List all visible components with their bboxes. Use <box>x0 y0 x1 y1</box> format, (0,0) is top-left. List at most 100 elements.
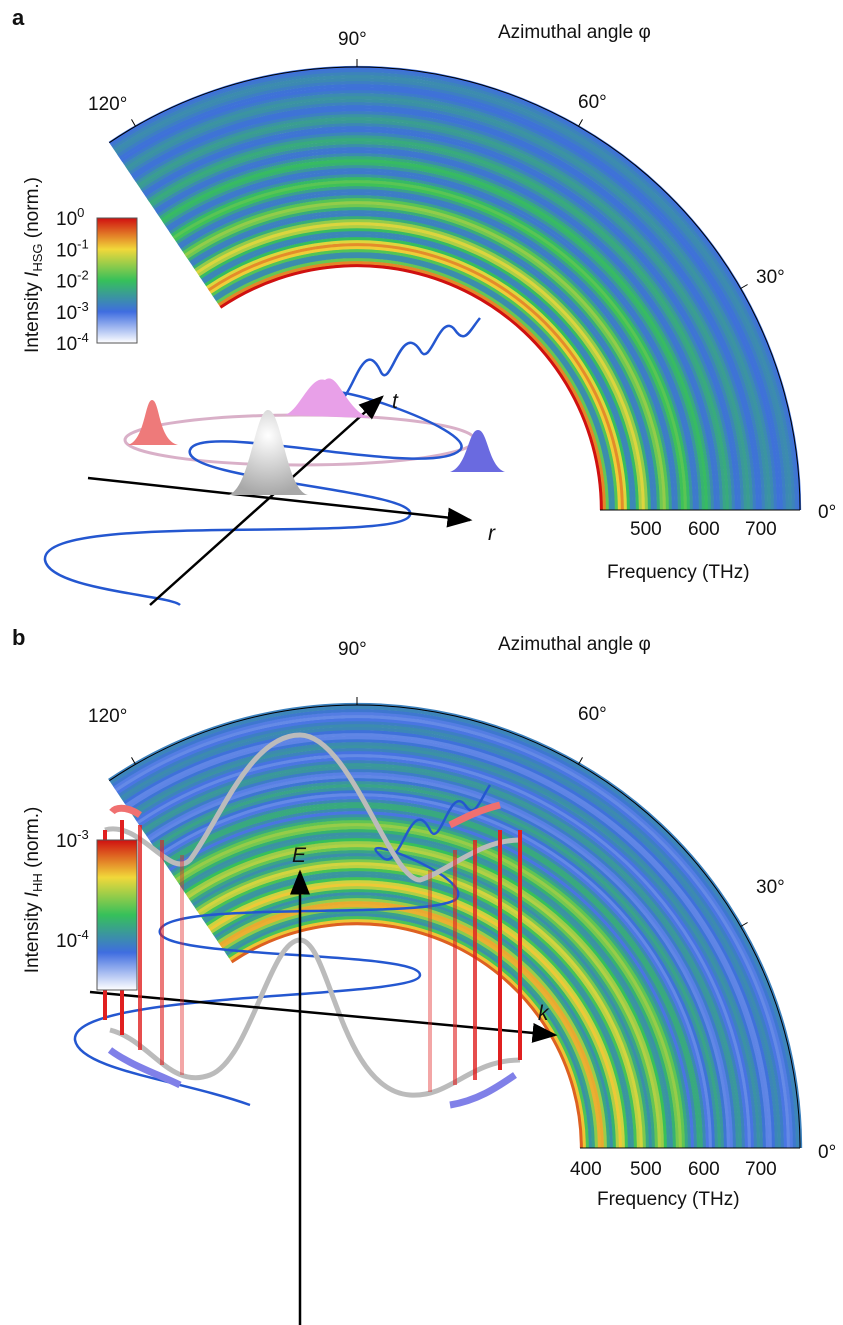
ring <box>214 254 613 511</box>
colorbar-tick: 10-3 <box>56 299 89 324</box>
tick-exp: 0 <box>77 205 84 220</box>
cbar-sub: HH <box>30 873 45 892</box>
ring <box>158 155 712 511</box>
ring <box>182 197 670 511</box>
tick-base: 10 <box>56 334 77 355</box>
ring <box>120 86 781 511</box>
ring <box>153 783 722 1149</box>
ring <box>195 221 646 511</box>
ring <box>141 762 743 1149</box>
freq-tick: 500 <box>630 519 662 540</box>
axis-label: t <box>392 390 399 413</box>
ring <box>193 855 650 1149</box>
ring <box>158 792 713 1149</box>
ring <box>175 185 682 511</box>
ring <box>200 867 638 1149</box>
ring <box>227 915 590 1149</box>
ring <box>135 113 754 511</box>
ring <box>138 756 749 1149</box>
angle-tick <box>740 922 748 927</box>
cbar-prefix: Intensity <box>22 897 43 973</box>
ring <box>179 191 676 511</box>
ring <box>139 759 746 1149</box>
colorbar-tick: 100 <box>56 205 84 230</box>
freq-tick: 600 <box>688 1159 720 1180</box>
tick-exp: -3 <box>77 827 89 842</box>
ring <box>110 68 799 511</box>
ring <box>155 149 718 511</box>
colorbar-title: Intensity IHSG (norm.) <box>22 177 45 353</box>
ring <box>185 203 664 511</box>
angle-label: 90° <box>338 639 367 660</box>
ring <box>189 209 658 511</box>
axis-label: k <box>538 1002 550 1025</box>
ring <box>124 732 773 1149</box>
freq-tick: 700 <box>745 1159 777 1180</box>
ring <box>217 260 607 511</box>
colorbar-tick: 10-4 <box>56 330 89 355</box>
ring <box>127 98 769 511</box>
ring <box>116 80 787 511</box>
colorbar-tick: 10-3 <box>56 827 89 852</box>
polar-maps <box>108 59 803 1149</box>
ring <box>160 158 709 511</box>
ring <box>128 738 767 1149</box>
ring <box>113 74 793 511</box>
ring <box>170 813 692 1149</box>
ring <box>191 852 653 1149</box>
angle-label: 120° <box>88 706 127 727</box>
angle-title: Azimuthal angle φ <box>498 22 651 43</box>
colorbar-ticks: 10-310-4 <box>56 827 89 952</box>
ring <box>152 143 724 511</box>
freq-tick: 600 <box>688 519 720 540</box>
ring <box>125 95 772 511</box>
ring <box>118 720 785 1149</box>
ring <box>222 906 599 1149</box>
ring <box>223 909 596 1149</box>
ring <box>194 218 649 511</box>
ring <box>167 170 697 511</box>
ring <box>210 248 619 511</box>
ring <box>121 726 779 1149</box>
angle-label: 0° <box>818 502 836 523</box>
ring <box>176 825 680 1149</box>
ring <box>132 107 760 511</box>
angle-label: 0° <box>818 1142 836 1163</box>
ring <box>134 750 755 1149</box>
ring <box>181 834 671 1149</box>
angle-label: 90° <box>338 29 367 50</box>
tick-base: 10 <box>56 272 77 293</box>
angle-label: 60° <box>578 704 607 725</box>
ring <box>220 903 602 1149</box>
ring <box>145 131 736 511</box>
panel-label: a <box>12 5 25 30</box>
cbar-sub: HSG <box>30 244 45 272</box>
tick-base: 10 <box>56 240 77 261</box>
freq-title: Frequency (THz) <box>607 562 750 583</box>
ring <box>116 717 788 1149</box>
ring <box>210 885 620 1149</box>
tick-base: 10 <box>56 931 77 952</box>
colorbar <box>96 839 138 991</box>
angle-label: 120° <box>88 94 127 115</box>
ring <box>230 921 584 1149</box>
ring <box>187 206 661 511</box>
cbar-prefix: Intensity <box>22 277 43 353</box>
ring <box>174 182 685 511</box>
ring <box>109 705 800 1149</box>
tick-exp: -3 <box>77 299 89 314</box>
ring <box>150 140 727 511</box>
ring <box>204 236 631 511</box>
colorbar-tick: 10-4 <box>56 927 89 952</box>
ring <box>205 876 629 1149</box>
ring <box>175 822 683 1149</box>
ring <box>207 879 626 1149</box>
ring <box>180 831 674 1149</box>
colorbar-tick: 10-2 <box>56 268 89 293</box>
ring <box>199 227 640 511</box>
cbar-symbol: I <box>22 891 43 897</box>
ring <box>140 122 745 511</box>
ring <box>197 224 643 511</box>
ring <box>208 882 623 1149</box>
